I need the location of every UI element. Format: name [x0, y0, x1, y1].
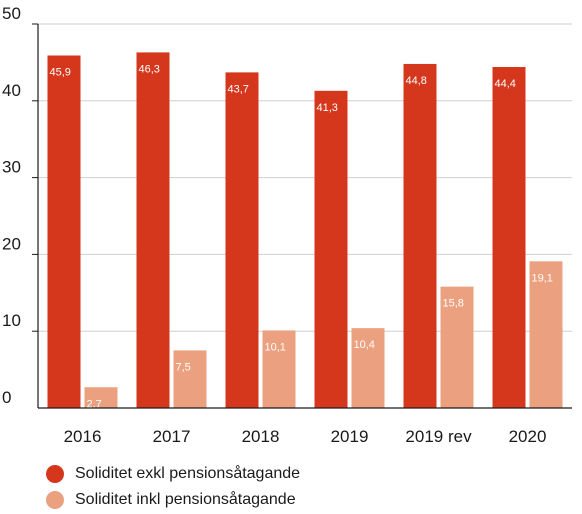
bar: [529, 261, 563, 408]
x-tick-label: 2020: [509, 427, 547, 446]
x-tick-label: 2018: [242, 427, 280, 446]
y-tick-label: 30: [2, 158, 21, 177]
data-label: 7,5: [176, 361, 191, 373]
x-tick-label: 2016: [64, 427, 102, 446]
data-label: 44,4: [495, 78, 516, 90]
data-label: 44,8: [406, 75, 427, 87]
data-label: 10,1: [265, 341, 286, 353]
bar: [47, 55, 81, 408]
bar: [492, 67, 526, 409]
bar: [403, 63, 437, 408]
data-label: 2,7: [87, 398, 102, 410]
legend-label-inkl: Soliditet inkl pensionsåtagande: [75, 491, 296, 508]
legend-swatch-inkl: [46, 491, 64, 509]
bar: [262, 330, 296, 408]
data-label: 10,4: [354, 339, 375, 351]
data-label: 43,7: [228, 83, 249, 95]
data-label: 41,3: [317, 102, 338, 114]
y-tick-label: 20: [2, 234, 21, 253]
bar: [84, 387, 118, 408]
bar: [136, 52, 170, 408]
y-tick-label: 10: [2, 311, 21, 330]
bar-chart: 0 10 20 30 40 50 45,9 2,7 2016 46,3 7,5 2017 43,7 10,…: [2, 4, 572, 446]
bar: [351, 328, 385, 408]
bar: [314, 90, 348, 408]
data-label: 19,1: [532, 272, 553, 284]
data-label: 15,8: [443, 298, 464, 310]
bar: [440, 286, 474, 408]
x-tick-label: 2017: [153, 427, 191, 446]
x-tick-label: 2019 rev: [405, 427, 472, 446]
y-tick-label: 40: [2, 81, 21, 100]
legend: Soliditet exkl pensionsåtagande Solidite…: [46, 462, 300, 514]
legend-swatch-exkl: [46, 465, 64, 483]
data-label: 45,9: [50, 66, 71, 78]
legend-item-inkl: Soliditet inkl pensionsåtagande: [46, 488, 300, 512]
y-tick-label: 50: [2, 4, 21, 23]
x-tick-label: 2019: [331, 427, 369, 446]
data-label: 46,3: [139, 63, 160, 75]
y-tick-label: 0: [2, 388, 11, 407]
bar: [173, 350, 207, 408]
bar: [225, 72, 259, 408]
legend-label-exkl: Soliditet exkl pensionsåtagande: [75, 465, 301, 482]
legend-item-exkl: Soliditet exkl pensionsåtagande: [46, 462, 300, 486]
